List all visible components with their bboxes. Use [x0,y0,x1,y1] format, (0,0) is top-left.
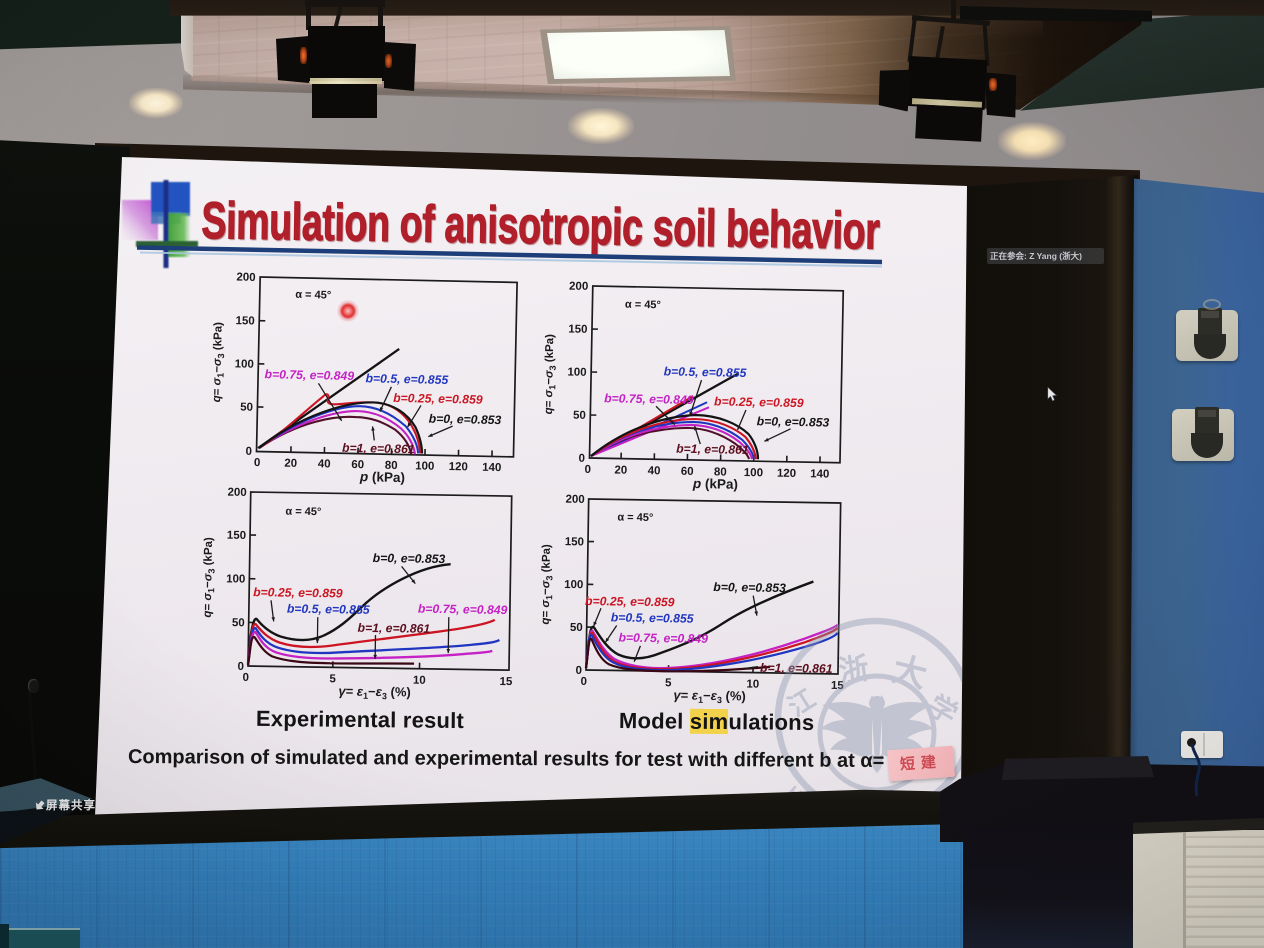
svg-text:0: 0 [581,676,588,688]
svg-text:q= σ1−σ3 (kPa): q= σ1−σ3 (kPa) [540,544,555,625]
svg-text:浙: 浙 [837,652,871,689]
svg-text:40: 40 [318,458,331,470]
svg-text:100: 100 [744,467,763,479]
svg-text:0: 0 [245,446,252,458]
svg-text:γ= ε1−ε3 (%): γ= ε1−ε3 (%) [673,687,746,705]
svg-text:140: 140 [482,462,501,474]
svg-text:100: 100 [415,460,434,472]
svg-text:100: 100 [564,579,583,591]
svg-text:α = 45°: α = 45° [295,289,331,302]
svg-text:15: 15 [499,676,513,688]
svg-text:50: 50 [240,402,253,414]
svg-text:b=0.25, e=0.859: b=0.25, e=0.859 [253,585,343,600]
svg-text:10: 10 [413,675,426,687]
svg-text:学: 学 [923,689,963,731]
svg-text:0: 0 [254,457,261,469]
svg-text:α = 45°: α = 45° [617,511,653,524]
svg-text:b=0, e=0.853: b=0, e=0.853 [757,414,830,429]
svg-text:20: 20 [614,464,627,476]
svg-text:100: 100 [567,367,586,379]
svg-text:b=1, e=0.861: b=1, e=0.861 [760,661,833,676]
svg-text:b=0, e=0.853: b=0, e=0.853 [713,580,786,595]
svg-text:0: 0 [243,672,250,684]
svg-text:0: 0 [237,661,244,673]
svg-text:b=0.75, e=0.849: b=0.75, e=0.849 [264,367,354,383]
svg-text:0: 0 [584,464,591,476]
svg-text:b=0.25, e=0.859: b=0.25, e=0.859 [714,394,804,410]
svg-text:50: 50 [232,617,245,629]
svg-text:b=0.75, e=0.849: b=0.75, e=0.849 [618,631,708,646]
svg-text:b=0.5, e=0.855: b=0.5, e=0.855 [287,602,370,617]
svg-text:140: 140 [810,468,829,480]
svg-text:p (kPa): p (kPa) [359,469,405,485]
svg-text:40: 40 [648,465,661,477]
svg-text:15: 15 [831,680,845,692]
svg-text:50: 50 [573,410,586,422]
svg-text:100: 100 [226,573,245,585]
svg-text:150: 150 [565,536,584,548]
svg-text:q= σ1−σ3 (kPa): q= σ1−σ3 (kPa) [211,322,227,403]
svg-text:0: 0 [578,453,585,465]
svg-text:p (kPa): p (kPa) [692,476,738,492]
svg-text:b=0, e=0.853: b=0, e=0.853 [429,412,502,428]
svg-text:5: 5 [329,673,336,685]
svg-text:b=0.5, e=0.855: b=0.5, e=0.855 [365,371,448,387]
svg-text:大: 大 [888,650,930,695]
svg-text:200: 200 [236,272,255,284]
svg-text:0: 0 [575,665,582,677]
svg-text:60: 60 [681,466,694,478]
svg-text:200: 200 [227,487,246,499]
svg-text:80: 80 [385,460,398,472]
svg-text:b=0.25, e=0.859: b=0.25, e=0.859 [393,391,483,407]
svg-text:α = 45°: α = 45° [285,506,321,519]
svg-text:b=1, e=0.861: b=1, e=0.861 [342,441,415,457]
svg-text:10: 10 [746,679,759,691]
svg-text:100: 100 [235,358,254,370]
svg-text:b=1, e=0.861: b=1, e=0.861 [358,621,431,636]
svg-text:150: 150 [235,315,254,327]
svg-text:200: 200 [565,494,584,506]
svg-text:b=0.75, e=0.849: b=0.75, e=0.849 [604,391,694,407]
svg-text:γ= ε1−ε3 (%): γ= ε1−ε3 (%) [338,683,411,701]
svg-text:20: 20 [284,458,297,470]
svg-text:b=0.5, e=0.855: b=0.5, e=0.855 [664,364,747,380]
svg-text:b=1, e=0.861: b=1, e=0.861 [676,442,749,457]
svg-text:5: 5 [665,677,672,689]
svg-text:150: 150 [568,324,587,336]
svg-text:120: 120 [449,461,468,473]
svg-text:q= σ1−σ3 (kPa): q= σ1−σ3 (kPa) [202,537,217,618]
svg-text:50: 50 [570,622,583,634]
svg-text:b=0.25, e=0.859: b=0.25, e=0.859 [585,594,675,609]
svg-text:120: 120 [777,468,796,480]
svg-text:150: 150 [227,530,246,542]
svg-text:b=0.75, e=0.849: b=0.75, e=0.849 [418,602,508,617]
svg-text:80: 80 [714,466,727,478]
svg-text:b=0, e=0.853: b=0, e=0.853 [373,551,446,566]
svg-text:200: 200 [569,281,588,293]
svg-text:α = 45°: α = 45° [625,299,661,312]
svg-text:60: 60 [351,459,364,471]
svg-text:b=0.5, e=0.855: b=0.5, e=0.855 [611,610,694,625]
svg-text:q= σ1−σ3 (kPa): q= σ1−σ3 (kPa) [543,334,559,415]
